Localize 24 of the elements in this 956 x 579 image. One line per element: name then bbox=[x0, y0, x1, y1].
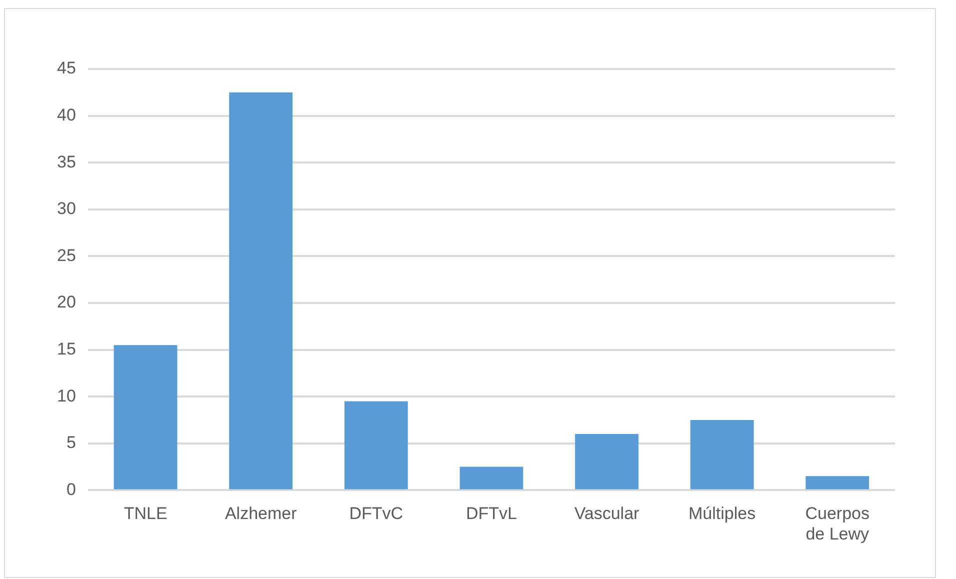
y-tick-label: 45 bbox=[56, 58, 76, 78]
y-tick-label: 20 bbox=[56, 292, 76, 312]
bar bbox=[690, 420, 754, 490]
x-tick-label: TNLE bbox=[124, 504, 168, 524]
y-tick-label: 40 bbox=[56, 105, 76, 124]
x-tick-label: Alzhemer bbox=[224, 504, 298, 524]
bar bbox=[460, 466, 524, 490]
y-tick-label: 25 bbox=[56, 246, 76, 265]
y-tick-label: 30 bbox=[56, 199, 76, 218]
y-tick-label: 35 bbox=[56, 152, 76, 172]
bar bbox=[229, 92, 293, 490]
y-tick-label: 0 bbox=[66, 480, 76, 499]
y-tick-label: 10 bbox=[56, 386, 76, 406]
x-tick-label: DFTvC bbox=[349, 504, 404, 524]
bar bbox=[575, 434, 638, 490]
y-tick-label: 5 bbox=[66, 433, 76, 452]
x-tick-label: Cuerpos de Lewy bbox=[805, 504, 870, 544]
x-tick-label: Múltiples bbox=[688, 504, 756, 524]
y-tick-label: 15 bbox=[56, 339, 76, 358]
x-tick-label: Vascular bbox=[574, 504, 640, 524]
bar bbox=[114, 345, 178, 490]
bar bbox=[344, 401, 408, 490]
x-tick-label: DFTvL bbox=[466, 504, 517, 524]
bar bbox=[806, 476, 870, 490]
